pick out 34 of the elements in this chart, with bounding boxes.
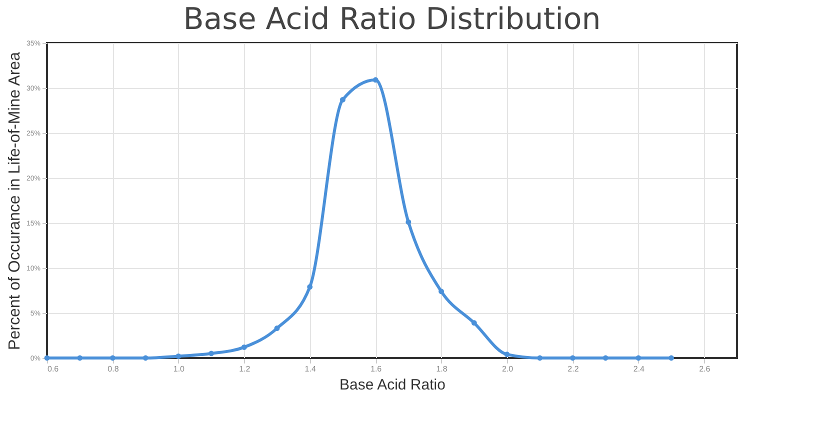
point <box>636 355 642 361</box>
point <box>372 77 378 83</box>
point <box>471 320 477 326</box>
x-tick-label: 2.4 <box>633 364 646 374</box>
x-tick-label: 1.8 <box>436 364 448 374</box>
point <box>208 350 214 356</box>
x-tick-label: 0.8 <box>108 364 120 374</box>
x-tick-label: 2.6 <box>699 364 711 374</box>
x-tick-label: 2.0 <box>502 364 514 374</box>
point <box>340 96 346 102</box>
point <box>241 344 247 350</box>
x-tick-label: 1.2 <box>239 364 251 374</box>
point <box>438 288 444 294</box>
x-tick-label: 2.2 <box>568 364 580 374</box>
point <box>176 353 182 359</box>
point <box>77 355 83 361</box>
x-tick-label: 1.4 <box>304 364 316 374</box>
x-tick-label: 1.6 <box>370 364 382 374</box>
point <box>110 355 116 361</box>
point <box>274 326 280 332</box>
point <box>44 355 50 361</box>
chart-title: Base Acid Ratio Distribution <box>183 2 601 37</box>
point <box>668 355 674 361</box>
point <box>307 284 313 290</box>
point <box>406 219 412 225</box>
point <box>537 355 543 361</box>
x-tick-label: 1.0 <box>173 364 186 374</box>
x-axis-title: Base Acid Ratio <box>340 376 446 394</box>
y-axis-title: Percent of Occurance in Life-of-Mine Area <box>6 52 24 350</box>
point <box>570 355 576 361</box>
point <box>602 355 608 361</box>
point <box>504 352 510 358</box>
point <box>142 355 148 361</box>
x-tick-label: 0.6 <box>48 364 60 374</box>
